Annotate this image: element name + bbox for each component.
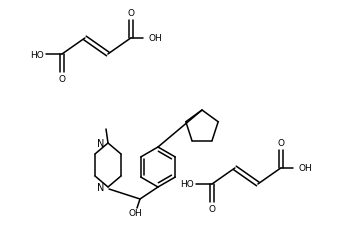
Text: N: N bbox=[97, 182, 105, 192]
Text: OH: OH bbox=[149, 34, 162, 43]
Text: O: O bbox=[58, 75, 66, 84]
Text: OH: OH bbox=[299, 164, 313, 173]
Text: O: O bbox=[277, 139, 284, 148]
Text: HO: HO bbox=[30, 50, 44, 59]
Text: OH: OH bbox=[128, 209, 142, 218]
Text: N: N bbox=[97, 138, 105, 148]
Text: O: O bbox=[127, 10, 134, 18]
Text: HO: HO bbox=[180, 180, 194, 189]
Text: O: O bbox=[209, 205, 215, 214]
